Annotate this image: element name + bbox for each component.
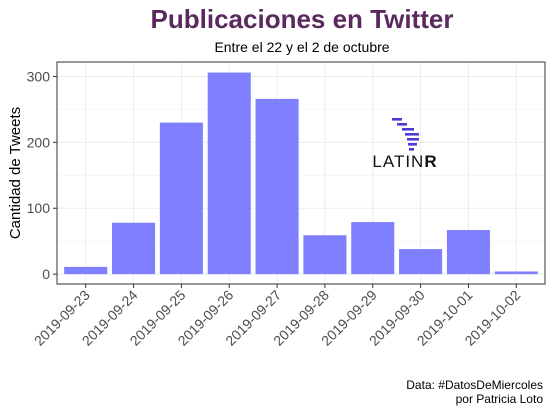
y-ticks: 0 100 200 300 xyxy=(27,68,57,282)
bar-2019-09-27 xyxy=(255,98,299,275)
chart-subtitle: Entre el 22 y el 2 de octubre xyxy=(214,39,389,55)
bar-2019-10-02 xyxy=(494,271,538,275)
chart-title: Publicaciones en Twitter xyxy=(151,4,454,34)
bar-2019-09-23 xyxy=(64,266,108,275)
bar-2019-09-30 xyxy=(399,249,443,275)
latinr-logo-text: LATINR xyxy=(372,152,437,171)
y-axis-label-group: Cantidad de Tweets xyxy=(7,107,24,239)
bar-2019-10-01 xyxy=(446,229,490,275)
bar-2019-09-26 xyxy=(207,72,251,275)
bar-2019-09-28 xyxy=(303,235,347,275)
y-tick-label: 100 xyxy=(27,200,51,216)
plot-panel xyxy=(56,61,546,285)
y-tick-label: 200 xyxy=(27,134,51,150)
bar-2019-09-25 xyxy=(159,122,203,275)
caption-line-1: Data: #DatosDeMiercoles xyxy=(406,378,543,392)
y-tick-label: 300 xyxy=(27,68,51,84)
bars-group xyxy=(64,72,538,275)
latinr-logo: LATINR xyxy=(372,118,437,171)
y-tick-label: 0 xyxy=(42,266,50,282)
y-axis-label: Cantidad de Tweets xyxy=(7,107,24,239)
latinr-logo-text-bold: R xyxy=(424,152,437,171)
bar-2019-09-29 xyxy=(351,222,395,275)
caption-line-2: por Patricia Loto xyxy=(456,392,544,406)
x-ticks: 2019-09-232019-09-242019-09-252019-09-26… xyxy=(31,284,524,349)
bar-2019-09-24 xyxy=(112,222,156,275)
latinr-logo-icon xyxy=(392,118,419,151)
latinr-logo-text-main: LATIN xyxy=(372,152,424,171)
